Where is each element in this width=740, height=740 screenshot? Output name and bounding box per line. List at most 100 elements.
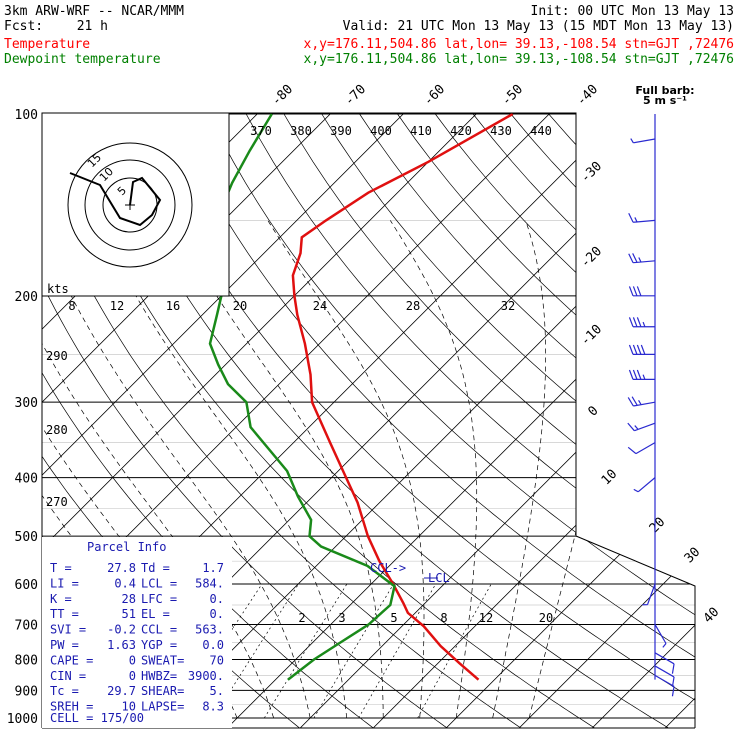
theta-label-370: 370: [250, 124, 272, 138]
speed-tick-20: 20: [233, 299, 247, 313]
pressure-label-800: 800: [15, 653, 38, 668]
wind-barb-0: [633, 138, 656, 144]
temperature-legend-info: x,y=176.11,504.86 lat,lon= 39.13,-108.54…: [304, 37, 734, 52]
dry-adiabat-400: [342, 113, 695, 728]
parcel-cell-6-1: 0: [129, 653, 136, 667]
parcel-cell-3-2: EL =: [141, 607, 170, 621]
speed-tick-28: 28: [406, 299, 420, 313]
wind-barb-11: [646, 583, 656, 605]
mixing-ratio-label-5: 5: [390, 611, 397, 625]
pressure-label-400: 400: [15, 472, 38, 487]
moist-adiabat-25: [267, 220, 425, 719]
parcel-cell-9-3: 8.3: [202, 700, 224, 714]
height-label-270: 270: [46, 495, 68, 509]
parcel-cell-7-1: 0: [129, 669, 136, 683]
isotherm-50: [589, 113, 695, 728]
hodograph-ring-15: [67, 142, 193, 268]
mixing-ratio-5: [264, 583, 348, 719]
wind-barb-10: [637, 477, 656, 493]
wind-barb-12-half: [662, 643, 667, 648]
speed-tick-12: 12: [110, 299, 124, 313]
isotherm--70: [42, 113, 359, 728]
wind-barb-4-full-2: [636, 317, 642, 327]
dry-adiabat-340: [121, 113, 695, 728]
theta-label-390: 390: [330, 124, 352, 138]
temp-label--10: -10: [578, 322, 605, 349]
temperature-profile: [291, 113, 514, 681]
pressure-label-500: 500: [15, 530, 38, 545]
parcel-cell-3-1: 51: [122, 607, 136, 621]
isotherm-30: [443, 113, 695, 728]
fcst-value: 21 h: [77, 19, 108, 34]
wind-barb-1-full-0: [628, 213, 634, 223]
wind-barb-15-full-0: [671, 686, 675, 697]
dry-adiabat-430: [452, 113, 695, 728]
parcel-cell-2-1: 28: [122, 592, 136, 606]
parcel-cell-2-3: 0.: [210, 592, 224, 606]
mixing-ratio-label-12: 12: [479, 611, 493, 625]
parcel-cell-6-0: CAPE =: [50, 653, 93, 667]
wind-barb-10-half: [633, 488, 639, 493]
isotherm-10: [297, 113, 695, 728]
isotherm-20: [370, 113, 695, 728]
mixing-ratio-12: [358, 583, 437, 719]
parcel-cell-5-0: PW =: [50, 638, 79, 652]
wind-barb-6-half: [642, 374, 646, 380]
moist-adiabat-30: [390, 220, 478, 719]
isotherm--10: [151, 113, 695, 728]
wind-barb-column: [627, 114, 675, 697]
parcel-cell-9-2: LAPSE=: [141, 700, 184, 714]
isotherm-40: [516, 113, 695, 728]
wind-barb-5-full-2: [636, 344, 642, 355]
dry-adiabat-440: [488, 113, 695, 728]
wind-barb-8-full-0: [627, 422, 635, 432]
pressure-label-300: 300: [15, 396, 38, 411]
parcel-cell-1-2: LCL =: [141, 576, 177, 590]
isotherm--40: [42, 113, 578, 728]
dry-adiabat-240: [0, 86, 7, 730]
wind-barb-13-full-0: [671, 663, 675, 674]
temp-label--20: -20: [578, 244, 605, 271]
model-title: 3km ARW-WRF -- NCAR/MMM: [4, 4, 184, 19]
parcel-cell-5-2: YGP =: [141, 638, 177, 652]
pressure-label-600: 600: [15, 578, 38, 593]
wind-barb-6-full-0: [628, 369, 634, 380]
speed-axis-unit: kts: [47, 282, 69, 296]
wind-barb-5-full-1: [632, 344, 638, 355]
speed-tick-24: 24: [313, 299, 327, 313]
hodograph-trace: [69, 172, 162, 227]
wind-barb-9: [635, 442, 656, 455]
isotherm--60: [42, 113, 432, 728]
dry-adiabat-300: [42, 113, 452, 728]
parcel-cell-1-1: 0.4: [114, 576, 136, 590]
wind-barb-7-half: [638, 400, 642, 405]
wind-barb-9-full-0: [627, 446, 637, 455]
isotherm-60: [662, 113, 695, 728]
mixing-ratio-20: [417, 583, 492, 719]
parcel-cell-4-2: CCL =: [141, 623, 177, 637]
parcel-cell-2-2: LFC =: [141, 592, 177, 606]
parcel-cell-1-3: 584.: [195, 576, 224, 590]
wind-barb-2-full-1: [632, 253, 638, 263]
barb-unit: 5 m s⁻¹: [643, 94, 687, 107]
wind-barb-4-full-1: [632, 317, 638, 327]
temp-label--80: -80: [269, 82, 296, 109]
dry-adiabat-390: [305, 113, 695, 728]
theta-label-400: 400: [370, 124, 392, 138]
dewpoint-legend-info: x,y=176.11,504.86 lat,lon= 39.13,-108.54…: [304, 52, 734, 67]
speed-tick-8: 8: [68, 299, 75, 313]
theta-label-440: 440: [530, 124, 552, 138]
dewpoint-legend: Dewpoint temperature: [4, 52, 161, 67]
wind-barb-5-full-3: [640, 344, 646, 355]
pressure-label-900: 900: [15, 684, 38, 699]
mixing-ratio-8: [313, 583, 394, 719]
wind-barb-14: [654, 665, 675, 678]
mixing-ratio-label-3: 3: [338, 611, 345, 625]
dry-adiabat-320: [48, 113, 600, 728]
valid-time: Valid: 21 UTC Mon 13 May 13 (15 MDT Mon …: [343, 19, 734, 34]
pressure-label-1000: 1000: [7, 712, 38, 727]
temp-label-40: 40: [701, 605, 723, 627]
pressure-label-200: 200: [15, 290, 38, 305]
